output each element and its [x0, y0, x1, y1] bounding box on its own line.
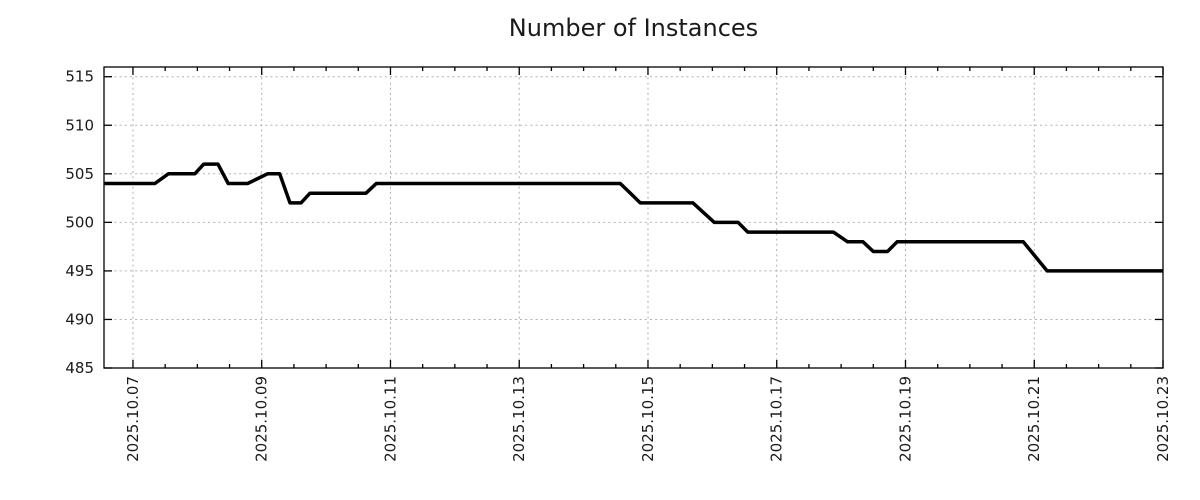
x-tick-label: 2025.10.23 [1154, 376, 1172, 462]
x-tick-label: 2025.10.09 [253, 376, 271, 462]
x-tick-label: 2025.10.07 [124, 376, 142, 462]
y-tick-label: 515 [65, 68, 94, 86]
series-line [104, 162, 1163, 273]
y-tick-label: 495 [65, 262, 94, 280]
y-tick-label: 485 [65, 359, 94, 377]
y-tick-label: 510 [65, 116, 94, 134]
y-tick-label: 490 [65, 310, 94, 328]
x-tick-label: 2025.10.19 [896, 376, 914, 462]
x-tick-label: 2025.10.15 [639, 376, 657, 462]
x-tick-label: 2025.10.11 [381, 376, 399, 462]
x-tick-label: 2025.10.17 [768, 376, 786, 462]
y-tick-label: 500 [65, 213, 94, 231]
plot-border [103, 66, 1164, 369]
y-tick-label: 505 [65, 165, 94, 183]
x-tick-label: 2025.10.21 [1025, 376, 1043, 462]
chart-title: Number of Instances [508, 14, 759, 42]
x-tick-label: 2025.10.13 [510, 376, 528, 462]
